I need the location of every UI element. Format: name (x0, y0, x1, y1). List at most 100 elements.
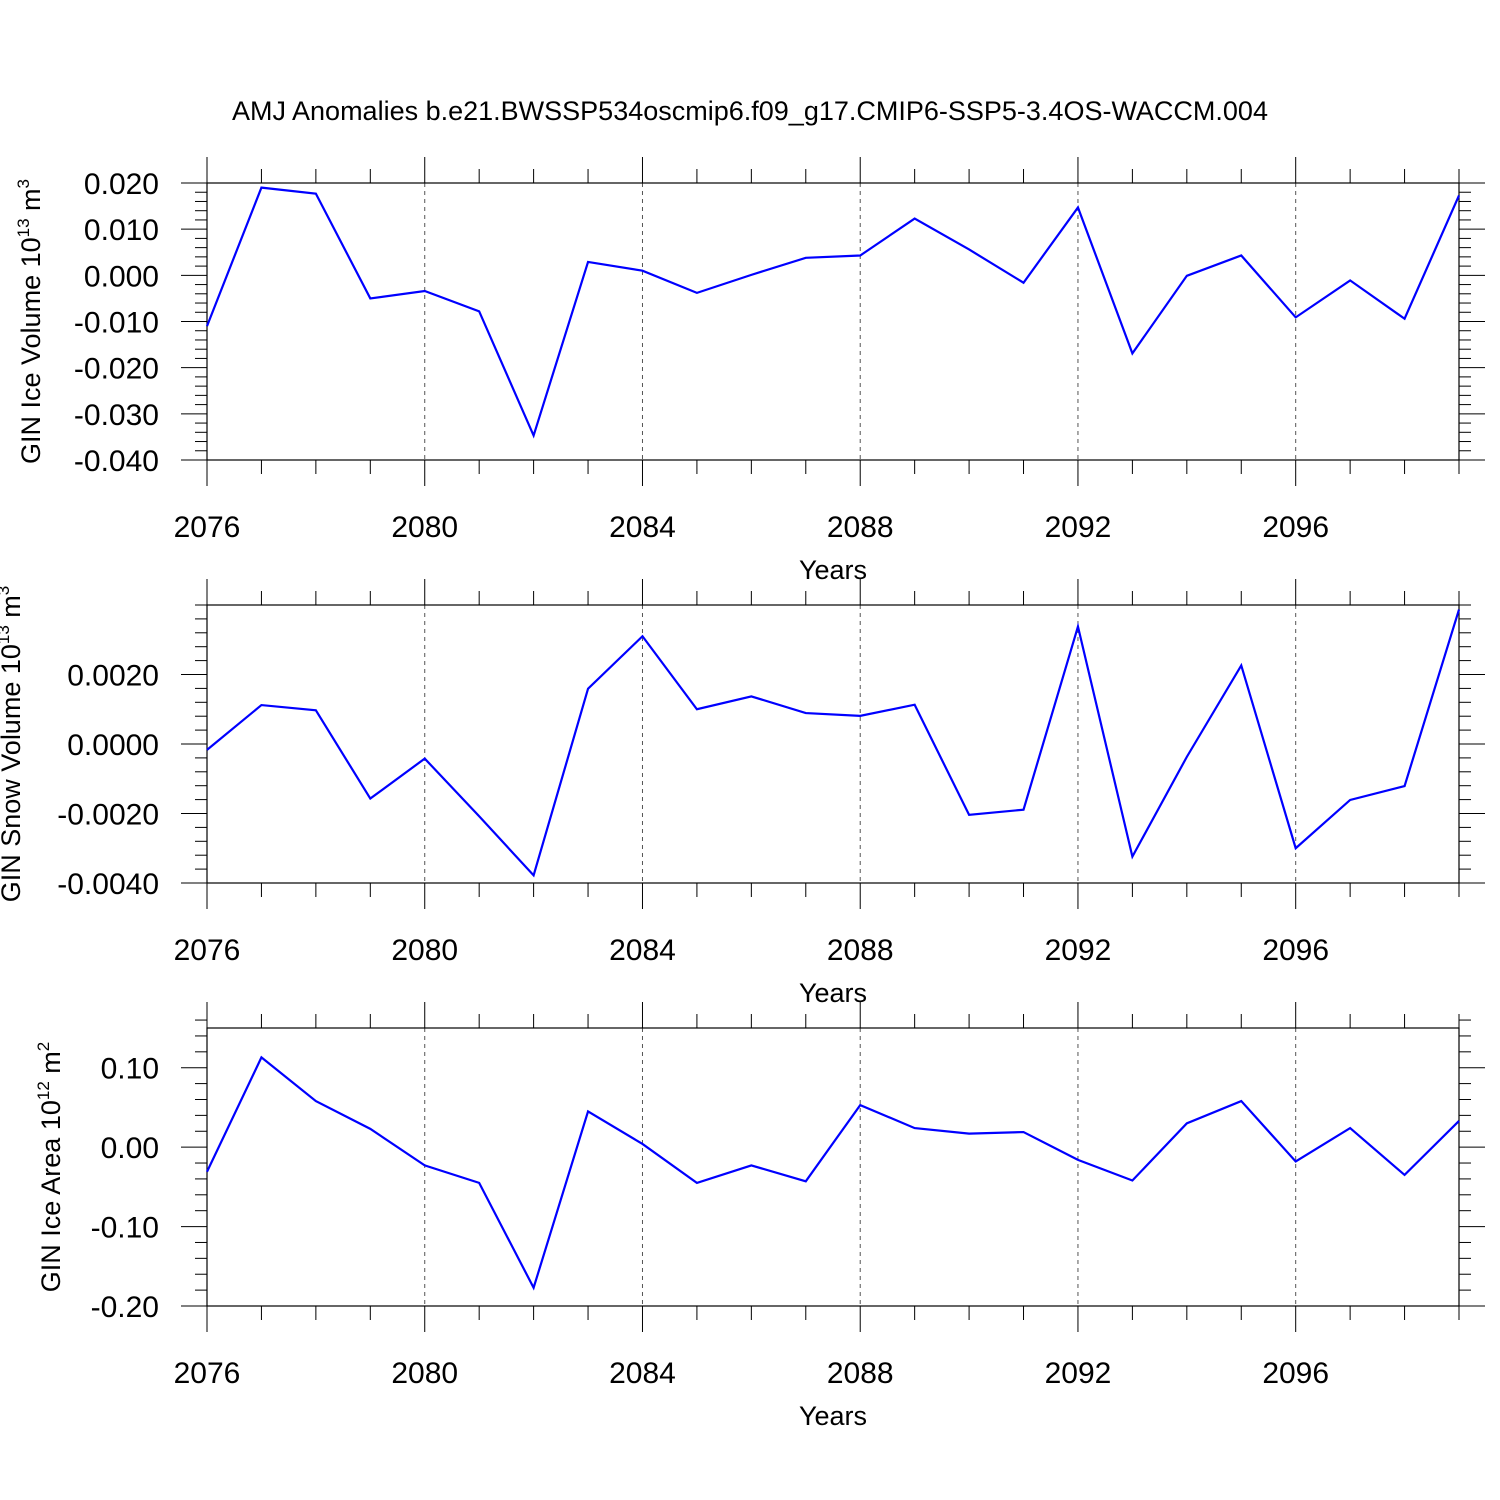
x-tick-label: 2088 (827, 934, 894, 967)
data-point (259, 1055, 263, 1059)
data-point (586, 687, 590, 691)
x-tick-label: 2092 (1045, 934, 1112, 967)
y-tick-label: 0.0020 (67, 660, 159, 693)
data-point (1076, 625, 1080, 629)
data-point (967, 247, 971, 251)
x-tick-label: 2076 (174, 934, 241, 967)
data-point (1348, 1126, 1352, 1130)
y-axis-label-superscript: 2 (34, 1042, 53, 1051)
data-point (259, 703, 263, 707)
data-point (368, 1127, 372, 1131)
x-tick-label: 2096 (1262, 1357, 1329, 1390)
y-tick-label: -0.20 (91, 1291, 159, 1324)
data-point (804, 256, 808, 260)
data-point (640, 634, 644, 638)
data-point (259, 186, 263, 190)
data-point (804, 711, 808, 715)
x-tick-label: 2080 (391, 1357, 458, 1390)
data-point (640, 269, 644, 273)
data-point (967, 813, 971, 817)
y-axis-label-part: GIN Ice Volume 10 (16, 237, 46, 464)
x-tick-label: 2084 (609, 934, 676, 967)
data-point (749, 1163, 753, 1167)
x-tick-label: 2084 (609, 511, 676, 544)
data-point (1403, 1173, 1407, 1177)
y-tick-label: -0.020 (74, 353, 159, 386)
data-point (1130, 1179, 1134, 1183)
data-point (532, 1286, 536, 1290)
data-point (368, 296, 372, 300)
data-point (858, 1103, 862, 1107)
data-point (477, 309, 481, 313)
data-point (804, 1179, 808, 1183)
y-tick-label: 0.020 (84, 168, 159, 201)
data-point (1022, 281, 1026, 285)
data-point (477, 1181, 481, 1185)
panel-snow-volume: -0.0040 -0.0020 0.0000 0.0020 2076 2080 2084 20… (0, 579, 1485, 1008)
series-line (205, 186, 1461, 439)
data-point (967, 1132, 971, 1136)
data-point (1403, 784, 1407, 788)
data-point (1076, 205, 1080, 209)
y-axis-label-superscript: 13 (14, 218, 33, 237)
figure-title: AMJ Anomalies b.e21.BWSSP534oscmip6.f09_… (232, 96, 1268, 126)
data-point (695, 291, 699, 295)
x-tick-label: 2096 (1262, 511, 1329, 544)
data-point (1185, 755, 1189, 759)
data-point (858, 253, 862, 257)
data-point (1239, 1099, 1243, 1103)
x-tick-label: 2080 (391, 934, 458, 967)
y-axis-label-part: m (0, 595, 26, 625)
data-point (423, 757, 427, 761)
data-point (749, 273, 753, 277)
data-point (532, 434, 536, 438)
x-axis-label: Years (799, 555, 867, 585)
data-point (1239, 663, 1243, 667)
data-point (1457, 1119, 1461, 1123)
series-line (206, 1055, 1460, 1291)
y-axis-label-part: GIN Snow Volume 10 (0, 644, 26, 902)
data-point (1457, 193, 1461, 197)
data-point (1348, 278, 1352, 282)
data-point (695, 707, 699, 711)
data-point (1294, 1159, 1298, 1163)
y-tick-label: 0.00 (101, 1132, 159, 1165)
data-point (586, 1109, 590, 1113)
data-point (1022, 1130, 1026, 1134)
data-point (1294, 315, 1298, 319)
data-point (640, 1142, 644, 1146)
data-point (423, 1163, 427, 1167)
x-tick-label: 2076 (174, 1357, 241, 1390)
data-point (858, 714, 862, 718)
data-point (1130, 855, 1134, 859)
y-tick-label: -0.0040 (57, 868, 159, 901)
y-axis-label-superscript: 3 (14, 179, 33, 188)
data-point (913, 1126, 917, 1130)
y-tick-label: -0.10 (91, 1212, 159, 1245)
y-tick-label: -0.010 (74, 307, 159, 340)
y-axis-label-part: GIN Ice Area 10 (36, 1100, 66, 1292)
panel-ice-area: -0.20 -0.10 0.00 0.10 2076 2080 2084 2088 2092 20… (34, 1002, 1485, 1431)
data-point (477, 814, 481, 818)
y-axis-label: GIN Snow Volume 1013 m3 (0, 586, 26, 903)
y-axis-label: GIN Ice Area 1012 m2 (34, 1042, 66, 1293)
x-tick-label: 2096 (1262, 934, 1329, 967)
y-tick-label: -0.0020 (57, 799, 159, 832)
y-axis-label-superscript: 3 (0, 586, 13, 595)
y-axis-label-part: m (36, 1051, 66, 1081)
data-point (586, 260, 590, 264)
data-point (1185, 1121, 1189, 1125)
plot-frame (206, 1027, 1460, 1307)
y-axis-label-part: m (16, 188, 46, 218)
data-point (695, 1181, 699, 1185)
series-line (206, 609, 1461, 878)
y-axis-label: GIN Ice Volume 1013 m3 (14, 179, 46, 464)
x-axis-label: Years (799, 978, 867, 1008)
data-point (205, 748, 209, 752)
data-point (1185, 274, 1189, 278)
data-point (1130, 351, 1134, 355)
y-tick-label: 0.000 (84, 260, 159, 293)
y-tick-label: -0.040 (74, 445, 159, 478)
